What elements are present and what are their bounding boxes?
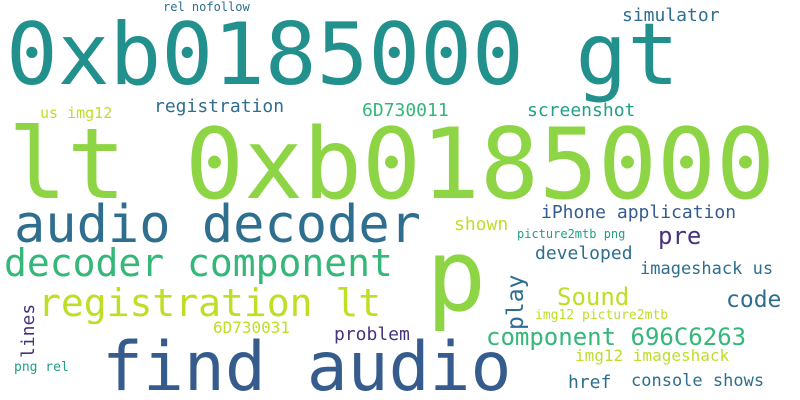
word-rel-nofollow: rel nofollow [163,0,250,14]
word-href: href [568,372,612,393]
word-pre: pre [658,222,702,250]
word-0xb0185000-gt: 0xb0185000 gt [6,5,680,105]
word-audio-decoder: audio decoder [14,195,421,255]
word-find-audio: find audio [102,328,512,400]
word-lines: lines [18,303,39,358]
word-registration: registration [154,96,285,117]
word-code: code [726,287,782,313]
word-shown: shown [454,214,509,235]
word-decoder-component: decoder component [4,241,393,285]
word-picture2mtb-png: picture2mtb png [517,227,626,241]
word-png-rel: png rel [14,360,69,375]
word-imageshack-us: imageshack us [640,259,774,279]
word-sound: Sound [557,283,630,311]
word-play: play [503,274,529,330]
word-6d730011: 6D730011 [362,100,449,121]
word-console-shows: console shows [631,371,765,391]
word-registration-lt: registration lt [38,281,382,325]
word-img12-imageshack: img12 imageshack [575,346,730,365]
word-simulator: simulator [622,5,720,26]
word-img12-picture2mtb: img12 picture2mtb [535,308,669,323]
word-problem: problem [334,324,410,345]
word-p: p [426,217,487,334]
word-screenshot: screenshot [527,100,636,121]
word-component-696c6263: component 696C6263 [486,323,747,351]
word-developed: developed [535,243,633,264]
word-iphone-application: iPhone application [541,202,737,223]
word-us-img12: us img12 [40,104,113,122]
word-lt-0xb0185000: lt 0xb0185000 [8,108,776,222]
word-6d730031: 6D730031 [213,318,291,337]
